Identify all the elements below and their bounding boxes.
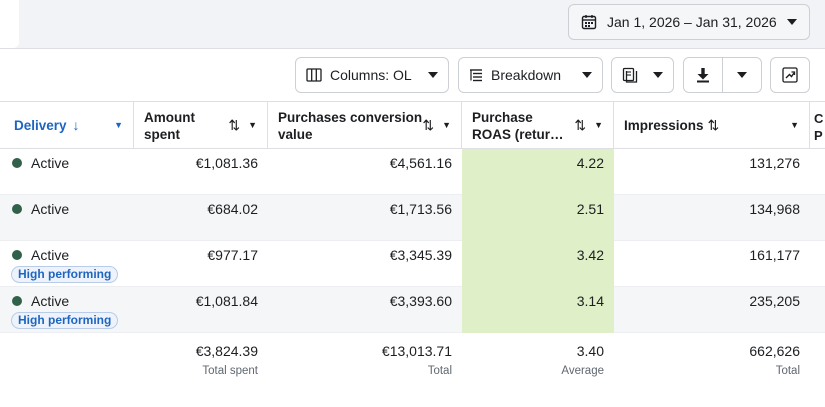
amount-spent-cell: €1,081.36 — [195, 155, 258, 171]
caret-down-icon[interactable]: ▼ — [790, 120, 799, 130]
impressions-cell: 161,177 — [749, 247, 800, 263]
caret-down-icon — [653, 71, 663, 79]
export-menu-button[interactable] — [722, 57, 762, 93]
delivery-cell: Active High performing — [0, 241, 134, 287]
column-header-purchase-roas[interactable]: Purchase ROAS (retur… ⇅ ▼ — [462, 102, 614, 149]
active-status-dot — [12, 250, 22, 260]
column-label: Amount spent — [144, 109, 195, 142]
table-row[interactable]: Active €1,081.36 €4,561.16 4.22 131,276 — [0, 149, 825, 195]
total-amount-spent: €3,824.39 Total spent — [134, 334, 268, 386]
columns-button[interactable]: Columns: OL — [295, 57, 449, 93]
roas-cell: 4.22 — [462, 149, 614, 195]
sort-arrows-icon[interactable]: ⇅ — [228, 117, 241, 133]
conversion-value-cell: €3,393.60 — [389, 293, 452, 309]
date-range-picker[interactable]: Jan 1, 2026 – Jan 31, 2026 — [568, 4, 810, 40]
sort-arrows-icon[interactable]: ⇅ — [422, 117, 435, 133]
conversion-value-cell: €4,561.16 — [389, 155, 452, 171]
active-status-dot — [12, 204, 22, 214]
column-header-impressions[interactable]: Impressions ⇅ ▼ — [614, 102, 810, 149]
caret-down-icon[interactable]: ▼ — [114, 120, 123, 130]
date-range-label: Jan 1, 2026 – Jan 31, 2026 — [607, 14, 777, 30]
roas-cell: 2.51 — [462, 195, 614, 241]
delivery-cell: Active — [0, 149, 134, 195]
total-value: 662,626 — [749, 343, 800, 359]
delivery-cell: Active High performing — [0, 287, 134, 333]
column-label: Purchase ROAS (retur… — [472, 109, 564, 142]
caret-down-icon[interactable]: ▼ — [442, 120, 451, 130]
amount-spent-cell: €1,081.84 — [195, 293, 258, 309]
impressions-cell: 131,276 — [749, 155, 800, 171]
caret-down-icon[interactable]: ▼ — [248, 120, 257, 130]
sort-arrows-icon[interactable]: ⇅ — [574, 117, 587, 133]
delivery-cell: Active — [0, 195, 134, 241]
table-row[interactable]: Active High performing €1,081.84 €3,393.… — [0, 287, 825, 333]
caret-down-icon — [737, 71, 747, 79]
amount-spent-cell: €977.17 — [207, 247, 258, 263]
impressions-cell: 134,968 — [749, 201, 800, 217]
roas-cell: 3.14 — [462, 287, 614, 333]
impressions-cell: 235,205 — [749, 293, 800, 309]
high-performing-badge: High performing — [11, 312, 119, 329]
main-panel: Columns: OL Breakdown — [0, 48, 825, 407]
column-label: Delivery — [14, 118, 67, 133]
table-toolbar: Columns: OL Breakdown — [0, 49, 825, 101]
conversion-value-cell: €1,713.56 — [389, 201, 452, 217]
status-text: Active — [31, 201, 70, 217]
breakdown-button[interactable]: Breakdown — [458, 57, 603, 93]
total-value: €3,824.39 — [195, 343, 258, 359]
total-conversion-value: €13,013.71 Total — [268, 334, 462, 386]
column-label: Purchases conversion value — [278, 109, 423, 142]
reports-button[interactable] — [611, 57, 674, 93]
caret-down-icon — [428, 71, 438, 79]
average-roas: 3.40 Average — [462, 334, 614, 386]
total-value: 3.40 — [576, 343, 604, 359]
breakdown-icon — [469, 68, 483, 82]
download-icon — [695, 67, 711, 83]
total-label: Total — [775, 365, 800, 377]
table-row[interactable]: Active €684.02 €1,713.56 2.51 134,968 — [0, 195, 825, 241]
export-button[interactable] — [683, 57, 723, 93]
status-text: Active — [31, 247, 70, 263]
arrow-down-icon[interactable]: ↓ — [72, 117, 80, 133]
active-status-dot — [12, 158, 22, 168]
amount-spent-cell: €684.02 — [207, 201, 258, 217]
roas-cell: 3.42 — [462, 241, 614, 287]
caret-down-icon — [582, 71, 592, 79]
left-tab-fragment — [0, 0, 19, 48]
trend-chart-icon — [782, 67, 798, 83]
active-status-dot — [12, 296, 22, 306]
total-label: Total spent — [202, 365, 258, 377]
totals-row: €3,824.39 Total spent €13,013.71 Total 3… — [0, 334, 825, 386]
report-icon — [622, 67, 638, 83]
calendar-icon — [581, 14, 597, 30]
column-label: Impressions — [624, 118, 704, 133]
total-impressions: 662,626 Total — [614, 334, 810, 386]
status-text: Active — [31, 155, 70, 171]
table-header: Delivery ↓ ▼ Amount spent ⇅ ▼ Purchases … — [0, 101, 825, 149]
breakdown-label: Breakdown — [491, 67, 562, 83]
conversion-value-cell: €3,345.39 — [389, 247, 452, 263]
total-value: €13,013.71 — [381, 343, 452, 359]
table-row[interactable]: Active High performing €977.17 €3,345.39… — [0, 241, 825, 287]
column-header-delivery[interactable]: Delivery ↓ ▼ — [0, 102, 134, 149]
columns-label: Columns: OL — [330, 67, 412, 83]
caret-down-icon — [787, 18, 797, 26]
sort-arrows-icon[interactable]: ⇅ — [707, 117, 720, 133]
charts-button[interactable] — [770, 57, 810, 93]
total-label: Average — [561, 365, 604, 377]
high-performing-badge: High performing — [11, 266, 119, 283]
columns-icon — [306, 68, 322, 82]
column-header-amount-spent[interactable]: Amount spent ⇅ ▼ — [134, 102, 268, 149]
status-text: Active — [31, 293, 70, 309]
column-header-purchases-conversion-value[interactable]: Purchases conversion value ⇅ ▼ — [268, 102, 462, 149]
top-bar: Jan 1, 2026 – Jan 31, 2026 — [0, 0, 825, 48]
caret-down-icon[interactable]: ▼ — [594, 120, 603, 130]
total-label: Total — [427, 365, 452, 377]
